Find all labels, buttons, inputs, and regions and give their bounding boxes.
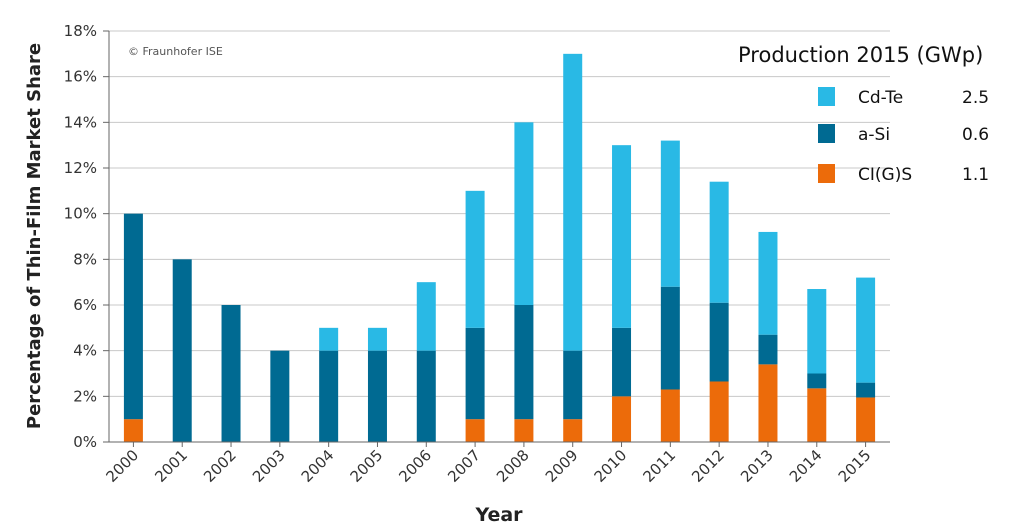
- bar-a-si-2005: [367, 350, 387, 442]
- x-tick-label: 2009: [542, 446, 582, 486]
- bar-ci-g-s-2015: [856, 397, 876, 442]
- bar-ci-g-s-2014: [807, 388, 827, 442]
- legend-value-cd-te: 2.5: [962, 88, 989, 108]
- x-tick-label: 2015: [835, 446, 875, 486]
- legend-swatch-cigs: [818, 164, 835, 183]
- bar-cd-te-2010: [612, 145, 632, 328]
- bar-ci-g-s-2007: [465, 419, 485, 442]
- bar-a-si-2008: [514, 305, 534, 420]
- y-tick-label: 10%: [64, 205, 97, 223]
- copyright-label: © Fraunhofer ISE: [128, 45, 223, 58]
- bar-a-si-2009: [563, 350, 583, 420]
- x-tick-label: 2006: [395, 446, 435, 486]
- y-tick-label: 14%: [64, 113, 97, 131]
- legend-swatch-cd-te: [818, 87, 835, 106]
- y-tick-label: 6%: [73, 296, 97, 314]
- x-tick-label: 2002: [200, 446, 240, 486]
- bar-cd-te-2012: [709, 181, 729, 303]
- bar-a-si-2006: [416, 350, 436, 442]
- y-tick-label: 8%: [73, 250, 97, 268]
- legend-title: Production 2015 (GWp): [738, 43, 983, 67]
- bar-cd-te-2014: [807, 289, 827, 374]
- legend-label-cigs: CI(G)S: [858, 165, 912, 185]
- bar-ci-g-s-2000: [123, 419, 143, 442]
- bar-a-si-2007: [465, 327, 485, 420]
- legend: Production 2015 (GWp) Cd-Te 2.5 a-Si 0.6…: [738, 43, 989, 185]
- bar-cd-te-2015: [856, 277, 876, 383]
- bar-a-si-2015: [856, 382, 876, 398]
- bar-ci-g-s-2013: [758, 364, 778, 442]
- x-tick-label: 2004: [298, 446, 338, 486]
- bar-cd-te-2011: [660, 140, 680, 287]
- bar-ci-g-s-2011: [660, 389, 680, 442]
- bar-a-si-2004: [319, 350, 339, 442]
- x-tick-label: 2003: [249, 446, 289, 486]
- bar-a-si-2003: [270, 350, 290, 442]
- x-tick-label: 2010: [591, 446, 631, 486]
- legend-value-cigs: 1.1: [962, 165, 989, 185]
- bar-ci-g-s-2010: [612, 396, 632, 442]
- bars: [123, 53, 876, 442]
- bar-a-si-2000: [123, 213, 143, 420]
- bar-cd-te-2007: [465, 190, 485, 328]
- x-tick-label: 2005: [347, 446, 387, 486]
- y-tick-label: 18%: [64, 22, 97, 40]
- bar-a-si-2002: [221, 305, 241, 442]
- x-tick-label: 2000: [103, 446, 143, 486]
- x-tick-label: 2011: [639, 446, 679, 486]
- x-tick-label: 2007: [444, 446, 484, 486]
- x-tick-label: 2014: [786, 446, 826, 486]
- bar-a-si-2014: [807, 373, 827, 389]
- bar-a-si-2010: [612, 327, 632, 397]
- bar-cd-te-2008: [514, 122, 534, 305]
- bar-a-si-2011: [660, 286, 680, 390]
- bar-cd-te-2009: [563, 53, 583, 351]
- x-tick-label: 2013: [737, 446, 777, 486]
- y-tick-label: 4%: [73, 342, 97, 360]
- bar-cd-te-2013: [758, 231, 778, 335]
- x-axis-title: Year: [474, 504, 523, 526]
- legend-swatch-a-si: [818, 124, 835, 143]
- bar-cd-te-2006: [416, 282, 436, 351]
- y-tick-label: 16%: [64, 68, 97, 86]
- y-tick-label: 2%: [73, 387, 97, 405]
- y-tick-label: 0%: [73, 433, 97, 451]
- bar-ci-g-s-2012: [709, 381, 729, 442]
- legend-label-cd-te: Cd-Te: [858, 88, 903, 108]
- bar-a-si-2013: [758, 334, 778, 365]
- bar-ci-g-s-2008: [514, 419, 534, 442]
- bar-ci-g-s-2009: [563, 419, 583, 442]
- y-axis-title: Percentage of Thin-Film Market Share: [24, 43, 45, 429]
- bar-cd-te-2005: [367, 327, 387, 351]
- legend-value-a-si: 0.6: [962, 125, 989, 145]
- x-tick-label: 2001: [151, 446, 191, 486]
- bar-a-si-2012: [709, 302, 729, 382]
- legend-label-a-si: a-Si: [858, 125, 890, 145]
- x-tick-label: 2008: [493, 446, 533, 486]
- bar-a-si-2001: [172, 259, 192, 442]
- y-tick-label: 12%: [64, 159, 97, 177]
- x-tick-label: 2012: [688, 446, 728, 486]
- bar-cd-te-2004: [319, 327, 339, 351]
